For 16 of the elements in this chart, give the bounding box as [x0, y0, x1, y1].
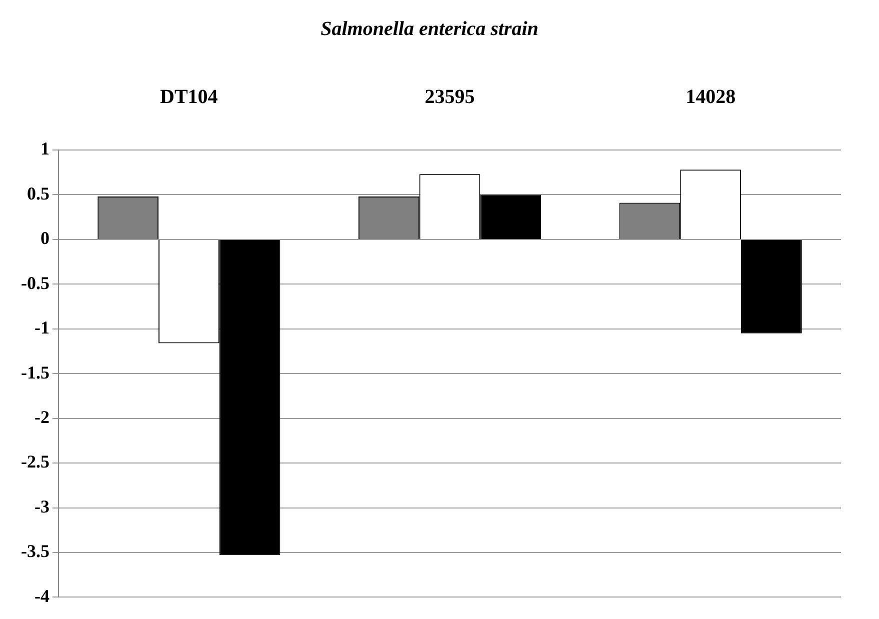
chart-title: Salmonella enterica strain — [320, 18, 538, 40]
y-tick-label: -4 — [34, 586, 50, 606]
y-tick-label: -1.5 — [20, 362, 50, 382]
y-tick-label: -3.5 — [20, 541, 50, 562]
y-tick-label: -1 — [34, 318, 50, 338]
x-tick-label: 14028 — [686, 86, 736, 108]
y-tick-label: -2 — [34, 406, 50, 427]
y-tick-label: 1 — [40, 138, 50, 159]
x-tick-label: DT104 — [160, 86, 218, 108]
y-tick-label: -2.5 — [20, 452, 50, 472]
y-tick-label: -3 — [34, 496, 50, 516]
x-tick-label: 23595 — [424, 86, 475, 108]
y-tick-label: -0.5 — [20, 272, 50, 293]
y-tick-label: 0 — [40, 228, 50, 248]
y-tick-label: 0.5 — [26, 183, 50, 204]
bar — [741, 240, 802, 334]
